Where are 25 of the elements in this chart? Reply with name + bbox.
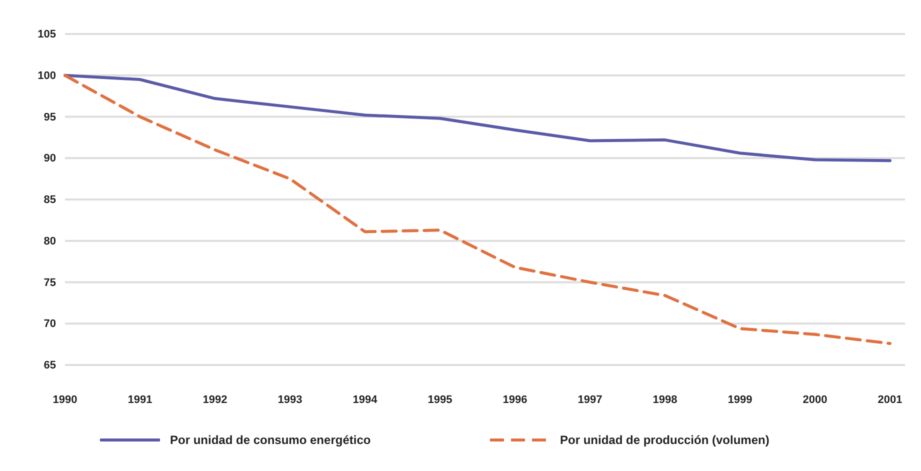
- y-tick-label: 90: [44, 152, 56, 165]
- x-tick-label: 1997: [578, 394, 602, 406]
- legend-label: Por unidad de producción (volumen): [560, 433, 770, 447]
- y-tick-label: 95: [44, 111, 56, 124]
- x-tick-label: 1999: [728, 394, 752, 406]
- y-tick-label: 65: [44, 360, 56, 372]
- y-tick-label: 105: [38, 28, 56, 41]
- y-tick-label: 85: [44, 194, 56, 206]
- y-tick-label: 100: [38, 70, 56, 82]
- y-tick-label: 80: [44, 235, 56, 248]
- x-tick-label: 1993: [278, 394, 302, 406]
- x-tick-label: 2000: [802, 394, 828, 406]
- x-tick-label: 1994: [352, 394, 378, 406]
- x-tick-label: 1992: [202, 394, 228, 406]
- x-tick-label: 1991: [128, 394, 152, 406]
- x-tick-label: 1996: [502, 394, 528, 406]
- x-tick-label: 1990: [52, 394, 78, 406]
- line-series: [64, 74, 892, 345]
- x-tick-label: 1998: [652, 394, 678, 406]
- y-tick-label: 75: [44, 276, 56, 289]
- x-tick-label: 1995: [428, 394, 452, 406]
- line-series: [64, 74, 892, 162]
- legend-label: Por unidad de consumo energético: [170, 433, 371, 447]
- y-tick-label: 70: [44, 318, 56, 330]
- x-tick-label: 2001: [878, 394, 902, 406]
